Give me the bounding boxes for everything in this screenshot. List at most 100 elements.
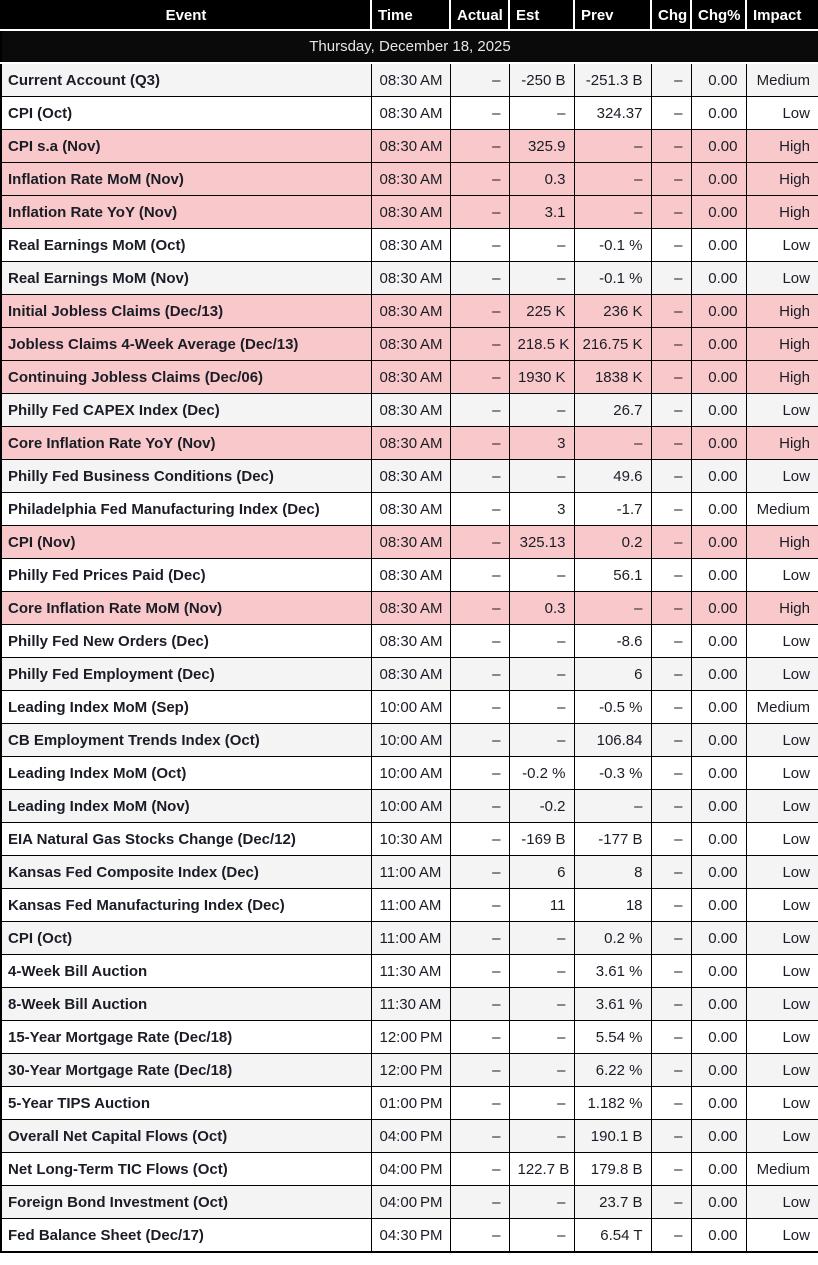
est-cell: – — [508, 558, 575, 592]
actual-cell: – — [449, 393, 510, 427]
event-row[interactable]: Real Earnings MoM (Oct) 08:30 AM – – -0.1 % –… — [0, 228, 818, 262]
est-cell: 3 — [508, 492, 575, 526]
column-header-est: Est — [509, 1, 575, 31]
chg-cell: – — [650, 459, 692, 493]
event-cell: Philly Fed Business Conditions (Dec) — [0, 459, 372, 493]
event-row[interactable]: CPI (Oct) 08:30 AM – –324.37–0.00 Low — [0, 96, 818, 130]
event-row[interactable]: 5-Year TIPS Auction 01:00 PM – –1.182 % –0.0… — [0, 1086, 818, 1120]
impact-cell: High — [745, 360, 818, 394]
event-row[interactable]: Real Earnings MoM (Nov) 08:30 AM – – -0.1 % –… — [0, 261, 818, 295]
chg-pct-cell: 0.00 — [690, 591, 747, 625]
event-row[interactable]: Philly Fed Prices Paid (Dec) 08:30 AM – –56… — [0, 558, 818, 592]
prev-cell: 106.84 — [573, 723, 652, 757]
event-row[interactable]: Philly Fed New Orders (Dec) 08:30 AM – – -8.… — [0, 624, 818, 658]
prev-cell: 3.61 % — [573, 987, 652, 1021]
actual-cell: – — [449, 690, 510, 724]
event-row[interactable]: Core Inflation Rate YoY (Nov) 08:30 AM –3–… — [0, 426, 818, 460]
actual-cell: – — [449, 525, 510, 559]
time-cell: 08:30 AM — [370, 96, 451, 130]
event-row[interactable]: Kansas Fed Manufacturing Index (Dec) 11:0… — [0, 888, 818, 922]
event-row[interactable]: Inflation Rate YoY (Nov) 08:30 AM –3.1– –0.… — [0, 195, 818, 229]
event-row[interactable]: CPI s.a (Nov) 08:30 AM –325.9– –0.00 High — [0, 129, 818, 163]
event-row[interactable]: 8-Week Bill Auction 11:30 AM – –3.61 % –0.00… — [0, 987, 818, 1021]
chg-pct-cell: 0.00 — [690, 162, 747, 196]
event-row[interactable]: Leading Index MoM (Oct) 10:00 AM – -0.2 % -0… — [0, 756, 818, 790]
actual-cell: – — [449, 492, 510, 526]
chg-cell: – — [650, 624, 692, 658]
event-row[interactable]: Fed Balance Sheet (Dec/17) 04:30 PM – –6.54… — [0, 1218, 818, 1253]
event-row[interactable]: 4-Week Bill Auction 11:30 AM – –3.61 % –0.00… — [0, 954, 818, 988]
impact-cell: Low — [745, 657, 818, 691]
event-row[interactable]: Philly Fed Employment (Dec) 08:30 AM – –6–0… — [0, 657, 818, 691]
event-row[interactable]: Core Inflation Rate MoM (Nov) 08:30 AM –0.… — [0, 591, 818, 625]
column-header-prev: Prev — [574, 1, 652, 31]
event-row[interactable]: EIA Natural Gas Stocks Change (Dec/12) 10… — [0, 822, 818, 856]
event-cell: 30-Year Mortgage Rate (Dec/18) — [0, 1053, 372, 1087]
chg-cell: – — [650, 921, 692, 955]
time-cell: 08:30 AM — [370, 393, 451, 427]
prev-cell: – — [573, 195, 652, 229]
time-cell: 12:00 PM — [370, 1020, 451, 1054]
event-row[interactable]: Philly Fed CAPEX Index (Dec) 08:30 AM – –26… — [0, 393, 818, 427]
event-row[interactable]: Leading Index MoM (Nov) 10:00 AM – -0.2– –0.… — [0, 789, 818, 823]
event-row[interactable]: Philadelphia Fed Manufacturing Index (De… — [0, 492, 818, 526]
date-header: Thursday, December 18, 2025 — [1, 30, 818, 64]
prev-cell: – — [573, 591, 652, 625]
event-cell: Philly Fed Employment (Dec) — [0, 657, 372, 691]
time-cell: 08:30 AM — [370, 261, 451, 295]
impact-cell: Medium — [745, 62, 818, 97]
event-cell: 4-Week Bill Auction — [0, 954, 372, 988]
actual-cell: – — [449, 62, 510, 97]
time-cell: 08:30 AM — [370, 360, 451, 394]
chg-pct-cell: 0.00 — [690, 492, 747, 526]
est-cell: 0.3 — [508, 162, 575, 196]
prev-cell: 18 — [573, 888, 652, 922]
time-cell: 04:00 PM — [370, 1119, 451, 1153]
event-cell: CB Employment Trends Index (Oct) — [0, 723, 372, 757]
event-row[interactable]: Foreign Bond Investment (Oct) 04:00 PM – –2… — [0, 1185, 818, 1219]
prev-cell: – — [573, 426, 652, 460]
event-row[interactable]: Initial Jobless Claims (Dec/13) 08:30 AM –… — [0, 294, 818, 328]
event-row[interactable]: Kansas Fed Composite Index (Dec) 11:00 AM… — [0, 855, 818, 889]
event-row[interactable]: CPI (Oct) 11:00 AM – –0.2 % –0.00 Low — [0, 921, 818, 955]
chg-cell: – — [650, 294, 692, 328]
time-cell: 08:30 AM — [370, 228, 451, 262]
event-row[interactable]: CB Employment Trends Index (Oct) 10:00 AM… — [0, 723, 818, 757]
event-row[interactable]: Jobless Claims 4-Week Average (Dec/13) 08… — [0, 327, 818, 361]
event-row[interactable]: Net Long-Term TIC Flows (Oct) 04:00 PM –12… — [0, 1152, 818, 1186]
event-cell: Foreign Bond Investment (Oct) — [0, 1185, 372, 1219]
event-cell: CPI (Nov) — [0, 525, 372, 559]
event-cell: Real Earnings MoM (Oct) — [0, 228, 372, 262]
chg-pct-cell: 0.00 — [690, 921, 747, 955]
chg-cell: – — [650, 855, 692, 889]
event-row[interactable]: Current Account (Q3) 08:30 AM – -250 B -251.… — [0, 62, 818, 97]
event-cell: CPI s.a (Nov) — [0, 129, 372, 163]
est-cell: – — [508, 1086, 575, 1120]
event-row[interactable]: Inflation Rate MoM (Nov) 08:30 AM –0.3– –0.… — [0, 162, 818, 196]
event-row[interactable]: Philly Fed Business Conditions (Dec) 08:3… — [0, 459, 818, 493]
event-row[interactable]: Leading Index MoM (Sep) 10:00 AM – – -0.5 % –… — [0, 690, 818, 724]
est-cell: 11 — [508, 888, 575, 922]
prev-cell: 190.1 B — [573, 1119, 652, 1153]
event-cell: Philly Fed New Orders (Dec) — [0, 624, 372, 658]
est-cell: – — [508, 1020, 575, 1054]
event-row[interactable]: Continuing Jobless Claims (Dec/06) 08:30 … — [0, 360, 818, 394]
prev-cell: -0.1 % — [573, 228, 652, 262]
actual-cell: – — [449, 294, 510, 328]
event-row[interactable]: 30-Year Mortgage Rate (Dec/18) 12:00 PM – –… — [0, 1053, 818, 1087]
time-cell: 08:30 AM — [370, 62, 451, 97]
actual-cell: – — [449, 360, 510, 394]
event-row[interactable]: Overall Net Capital Flows (Oct) 04:00 PM –… — [0, 1119, 818, 1153]
prev-cell: -177 B — [573, 822, 652, 856]
event-cell: Fed Balance Sheet (Dec/17) — [0, 1218, 372, 1253]
actual-cell: – — [449, 261, 510, 295]
event-row[interactable]: 15-Year Mortgage Rate (Dec/18) 12:00 PM – –… — [0, 1020, 818, 1054]
impact-cell: High — [745, 294, 818, 328]
event-row[interactable]: CPI (Nov) 08:30 AM –325.13 0.2–0.00 High — [0, 525, 818, 559]
impact-cell: Medium — [745, 690, 818, 724]
est-cell: – — [508, 657, 575, 691]
est-cell: – — [508, 921, 575, 955]
event-cell: CPI (Oct) — [0, 921, 372, 955]
chg-cell: – — [650, 756, 692, 790]
est-cell: – — [508, 393, 575, 427]
